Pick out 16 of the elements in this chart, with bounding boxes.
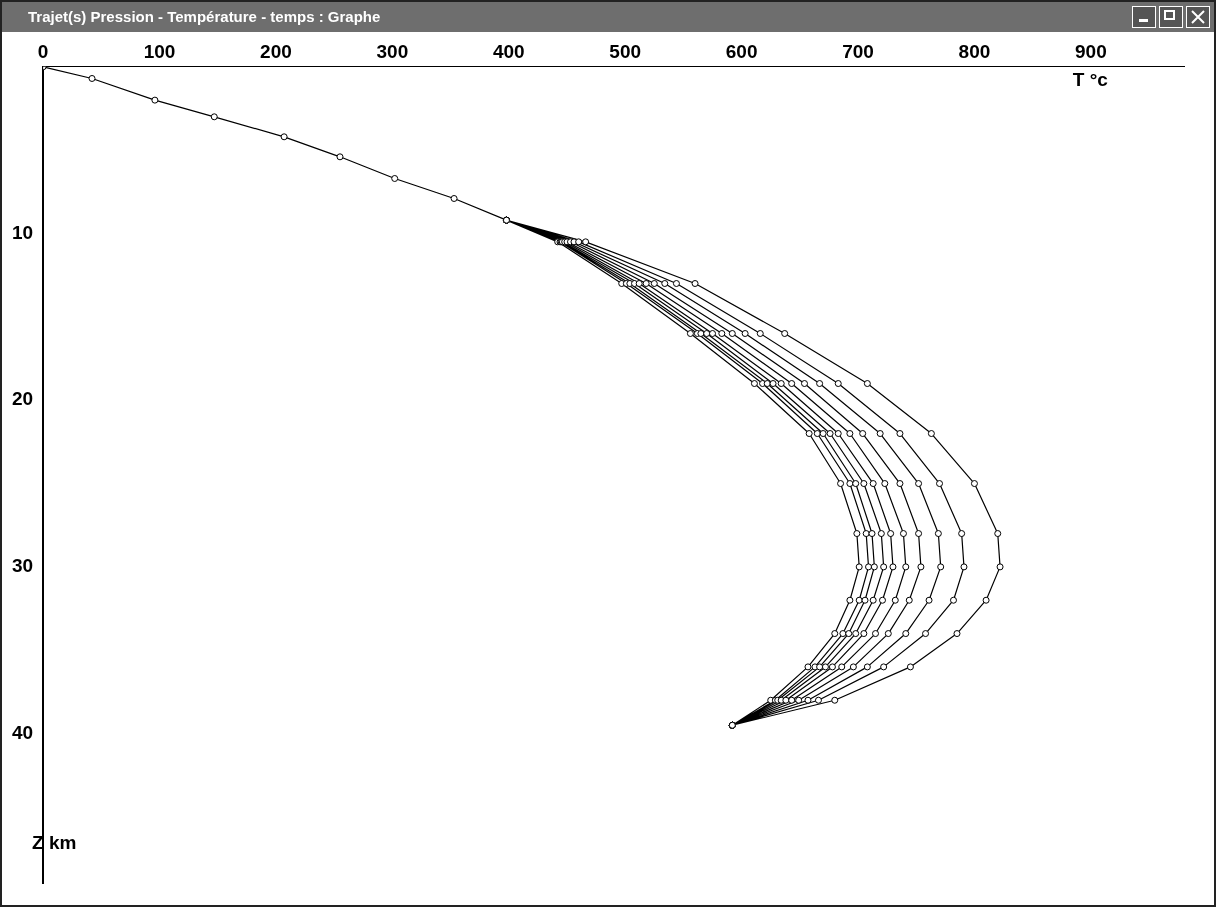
chart-title: Trajet(s) Pression - Température - temps : Graphe — [28, 8, 381, 25]
x-axis-title: T °c — [1072, 68, 1109, 90]
x-tick-label: 200 — [260, 40, 292, 62]
x-tick-label: 0 — [37, 40, 49, 62]
x-tick-label: 600 — [725, 40, 758, 62]
x-tick-label: 900 — [1075, 40, 1107, 62]
y-tick-label: 10 — [11, 221, 34, 243]
x-tick-label: 300 — [376, 40, 409, 62]
x-tick-label: 800 — [958, 40, 991, 62]
x-tick-label: 400 — [492, 40, 525, 62]
y-tick-label: 30 — [11, 555, 34, 577]
y-tick-label: 40 — [11, 721, 34, 743]
y-tick-label: 20 — [11, 388, 34, 410]
x-tick-label: 500 — [609, 40, 642, 62]
x-tick-label: 100 — [143, 40, 176, 62]
x-tick-label: 700 — [842, 40, 874, 62]
